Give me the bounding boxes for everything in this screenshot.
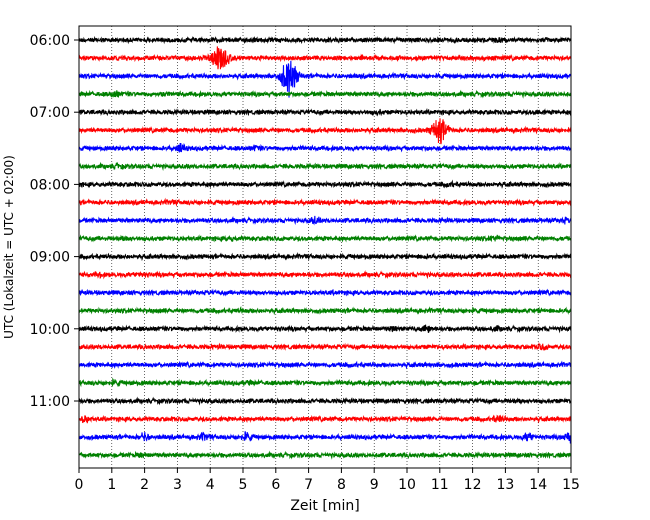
x-tick-label: 11 <box>431 477 449 493</box>
seismic-traces <box>79 35 571 460</box>
trace-0800 <box>79 179 571 189</box>
x-tick-label: 8 <box>337 477 346 493</box>
trace-0845 <box>79 234 571 243</box>
x-tick-label: 6 <box>271 477 280 493</box>
trace-0745 <box>79 161 571 171</box>
x-tick-label: 1 <box>107 477 116 493</box>
y-tick-label: 09:00 <box>30 250 70 266</box>
trace-1015 <box>79 341 571 351</box>
trace-1115 <box>79 414 571 424</box>
trace-1030 <box>79 360 571 370</box>
y-tick-label: 10:00 <box>30 322 70 338</box>
trace-0930 <box>79 288 571 297</box>
trace-1130 <box>79 431 571 444</box>
trace-1045 <box>79 377 571 388</box>
trace-0600 <box>79 35 571 45</box>
x-tick-label: 9 <box>370 477 379 493</box>
trace-0730 <box>79 142 571 153</box>
x-axis-label: Zeit [min] <box>290 498 359 514</box>
x-tick-label: 3 <box>173 477 182 493</box>
y-tick-label: 06:00 <box>30 33 70 49</box>
x-tick-label: 7 <box>304 477 313 493</box>
trace-1000 <box>79 324 571 334</box>
trace-0915 <box>79 270 571 280</box>
trace-0700 <box>79 107 571 117</box>
x-tick-label: 10 <box>398 477 416 493</box>
trace-1145 <box>79 450 571 460</box>
x-axis-ticks: 0 1 2 3 4 5 6 7 8 9 10 11 12 13 14 15 <box>75 468 580 493</box>
y-tick-label: 07:00 <box>30 105 70 121</box>
x-tick-label: 12 <box>464 477 482 493</box>
y-tick-label: 11:00 <box>30 394 70 410</box>
y-axis-ticks: 06:00 07:00 08:00 09:00 10:00 11:00 <box>30 33 79 410</box>
y-tick-label: 08:00 <box>30 177 70 193</box>
trace-0645 <box>79 89 571 99</box>
trace-0815 <box>79 197 571 207</box>
x-tick-label: 15 <box>562 477 580 493</box>
x-tick-label: 0 <box>75 477 84 493</box>
x-tick-label: 4 <box>206 477 215 493</box>
trace-0945 <box>79 306 571 316</box>
y-axis-label: UTC (Lokalzeit = UTC + 02:00) <box>2 155 16 339</box>
trace-1100 <box>79 396 571 406</box>
x-tick-label: 5 <box>239 477 248 493</box>
trace-0630 <box>79 60 571 98</box>
trace-0900 <box>79 252 571 262</box>
x-tick-label: 2 <box>140 477 149 493</box>
plot-frame <box>78 25 572 469</box>
trace-0715 <box>79 118 571 145</box>
x-tick-label: 14 <box>529 477 547 493</box>
trace-0830 <box>79 215 571 226</box>
x-tick-label: 13 <box>496 477 514 493</box>
trace-0615 <box>79 46 571 70</box>
